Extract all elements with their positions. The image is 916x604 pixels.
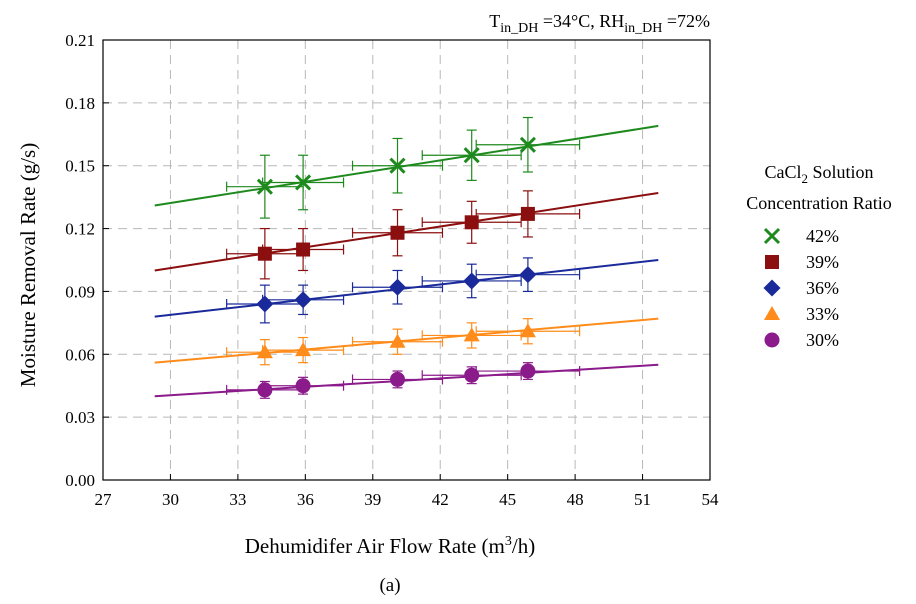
axes-ticks: [102, 39, 711, 481]
fit-line: [154, 259, 659, 318]
series-36pct: [154, 257, 659, 324]
fit-line: [154, 363, 659, 398]
data-point-stroke: [463, 147, 480, 164]
x-tick-label: 42: [432, 490, 449, 509]
data-point: [256, 344, 273, 359]
data-point-stroke: [519, 136, 536, 153]
series-39pct: [154, 190, 659, 280]
x-axis-title-main: Dehumidifer Air Flow Rate (m: [245, 534, 505, 558]
series-42pct: [154, 116, 659, 219]
y-tick-label: 0.15: [65, 157, 95, 176]
data-point: [389, 157, 406, 174]
data-point: [256, 295, 274, 313]
data-point: [519, 136, 536, 153]
legend-title-sub: 2: [802, 171, 809, 186]
rh-symbol: RH: [599, 11, 624, 31]
x-axis-title-sup: 3: [505, 534, 512, 549]
legend-marker: [763, 227, 781, 245]
y-axis-title: Moisture Removal Rate (g/s): [16, 143, 40, 387]
t-symbol: T: [489, 11, 500, 31]
y-tick-label: 0.21: [65, 31, 95, 50]
x-tick-label: 27: [95, 490, 113, 509]
data-point: [295, 342, 312, 357]
data-point: [519, 266, 537, 284]
figure-caption: (a): [379, 575, 400, 596]
x-tick-label: 36: [297, 490, 314, 509]
data-point-stroke: [389, 157, 406, 174]
condition-annotation: Tin_DH =34°C, RHin_DH =72%: [489, 11, 710, 36]
rh-value: =72%: [662, 11, 710, 31]
data-point: [520, 363, 536, 379]
series-30pct: [154, 362, 659, 399]
data-point: [464, 367, 480, 383]
data-point: [295, 378, 311, 394]
plot-frame: [102, 39, 711, 481]
rh-subscript: in_DH: [624, 21, 662, 36]
data-point: [294, 291, 312, 309]
x-tick-label: 48: [567, 490, 584, 509]
legend-title-line1: CaCl2 Solution: [764, 162, 873, 186]
legend: CaCl2 Solution Concentration Ratio 42% 39…: [746, 162, 891, 350]
data-point: [389, 333, 406, 348]
x-tick-label: 51: [634, 490, 651, 509]
data-point: [389, 278, 407, 296]
t-value: =34°C,: [538, 11, 599, 31]
data-point: [296, 242, 311, 257]
data-point: [519, 323, 536, 338]
legend-label: 36%: [806, 278, 839, 298]
legend-marker: [765, 255, 779, 269]
series-layer: [154, 116, 659, 399]
y-tick-label: 0.00: [65, 471, 95, 490]
legend-label: 33%: [806, 304, 839, 324]
y-tick-label: 0.09: [65, 282, 95, 301]
data-point-stroke: [295, 174, 312, 191]
x-tick-label: 33: [229, 490, 246, 509]
legend-title-line2: Concentration Ratio: [746, 193, 891, 213]
x-axis-title-tail: /h): [512, 534, 535, 558]
y-tick-label: 0.06: [65, 345, 95, 364]
data-point: [464, 215, 479, 230]
data-point: [463, 147, 480, 164]
legend-marker: [764, 306, 780, 320]
data-point: [390, 371, 406, 387]
legend-label: 30%: [806, 330, 839, 350]
legend-marker-stroke: [763, 227, 781, 245]
data-point: [463, 327, 480, 342]
legend-items: 42% 39% 36% 33% 30%: [763, 226, 839, 350]
x-tick-label: 30: [162, 490, 179, 509]
data-point: [390, 225, 405, 240]
x-tick-label: 54: [702, 490, 720, 509]
data-point: [295, 174, 312, 191]
legend-marker: [763, 279, 781, 297]
t-subscript: in_DH: [500, 21, 538, 36]
series-33pct: [154, 317, 659, 366]
data-point: [257, 382, 273, 398]
y-tick-label: 0.18: [65, 94, 95, 113]
legend-title-main: CaCl: [764, 162, 801, 182]
x-tick-label: 39: [364, 490, 381, 509]
x-axis-title: Dehumidifer Air Flow Rate (m3/h): [245, 534, 535, 558]
fit-line: [154, 317, 659, 364]
y-tick-label: 0.03: [65, 408, 95, 427]
fit-line: [154, 191, 659, 272]
x-tick-label: 45: [499, 490, 516, 509]
legend-label: 39%: [806, 252, 839, 272]
data-point: [520, 206, 535, 221]
tick-labels: 27 30 33 36 39 42 45 48 51 54 0.00 0.03 0.06 0.09 0.12…: [65, 31, 719, 509]
data-point: [257, 246, 272, 261]
grid: [103, 40, 710, 480]
y-tick-label: 0.12: [65, 220, 95, 239]
legend-title-tail: Solution: [808, 162, 874, 182]
legend-marker: [764, 332, 780, 348]
legend-label: 42%: [806, 226, 839, 246]
